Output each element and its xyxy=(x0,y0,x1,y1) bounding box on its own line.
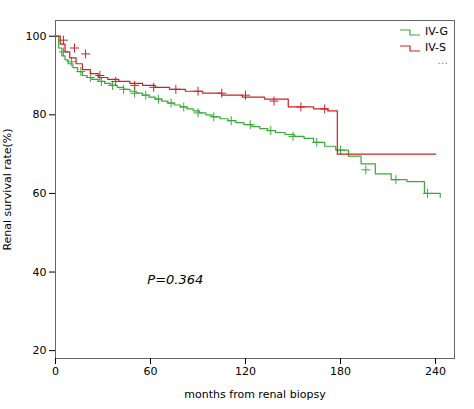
svg-text:20: 20 xyxy=(33,344,47,357)
svg-text:Renal survival rate(%): Renal survival rate(%) xyxy=(1,128,14,250)
svg-text:0: 0 xyxy=(52,365,59,378)
svg-text:80: 80 xyxy=(33,108,47,121)
svg-text:100: 100 xyxy=(26,30,47,43)
svg-text:120: 120 xyxy=(235,365,256,378)
html-text:IV-S: IV-S xyxy=(425,41,446,54)
html-text:IV-G: IV-G xyxy=(425,25,448,38)
svg-text:240: 240 xyxy=(425,365,446,378)
svg-text:60: 60 xyxy=(144,365,158,378)
svg-text:180: 180 xyxy=(330,365,351,378)
svg-text:P=0.364: P=0.364 xyxy=(147,272,203,287)
svg-text:40: 40 xyxy=(33,266,47,279)
svg-text:months from renal biopsy: months from renal biopsy xyxy=(184,388,326,401)
svg-text:60: 60 xyxy=(33,187,47,200)
